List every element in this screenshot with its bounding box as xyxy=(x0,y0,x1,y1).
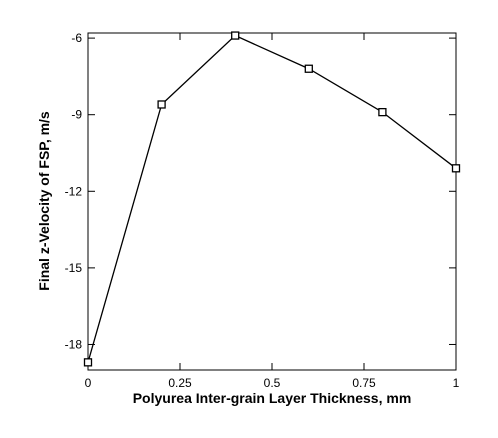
y-tick-label: -15 xyxy=(65,261,83,275)
plot-frame xyxy=(87,32,457,371)
data-point-marker xyxy=(304,64,313,73)
y-tick-label: -18 xyxy=(65,337,83,351)
series-layer xyxy=(83,31,461,367)
y-axis-title: Final z-Velocity of FSP, m/s xyxy=(36,111,52,291)
data-point-marker xyxy=(451,164,461,173)
x-tick-label: 0 xyxy=(85,376,92,390)
data-point-marker xyxy=(231,31,240,40)
y-axis-ticks: -18 -15 -12 -9 -6 xyxy=(65,31,456,351)
y-tick-label: -9 xyxy=(71,108,82,122)
x-tick-label: 0.25 xyxy=(168,376,192,390)
x-axis-title: Polyurea Inter-grain Layer Thickness, mm xyxy=(133,390,412,406)
y-tick-label: -6 xyxy=(71,31,82,45)
data-point-marker xyxy=(157,100,166,109)
data-point-marker xyxy=(83,358,93,367)
x-tick-label: 1 xyxy=(453,376,460,390)
data-point-marker xyxy=(378,107,387,117)
x-tick-label: 0.5 xyxy=(264,376,281,390)
series-line xyxy=(87,34,457,363)
x-axis-ticks: 0 0.25 0.5 0.75 1 xyxy=(85,33,460,390)
x-tick-label: 0.75 xyxy=(352,376,376,390)
y-tick-label: -12 xyxy=(65,184,83,198)
